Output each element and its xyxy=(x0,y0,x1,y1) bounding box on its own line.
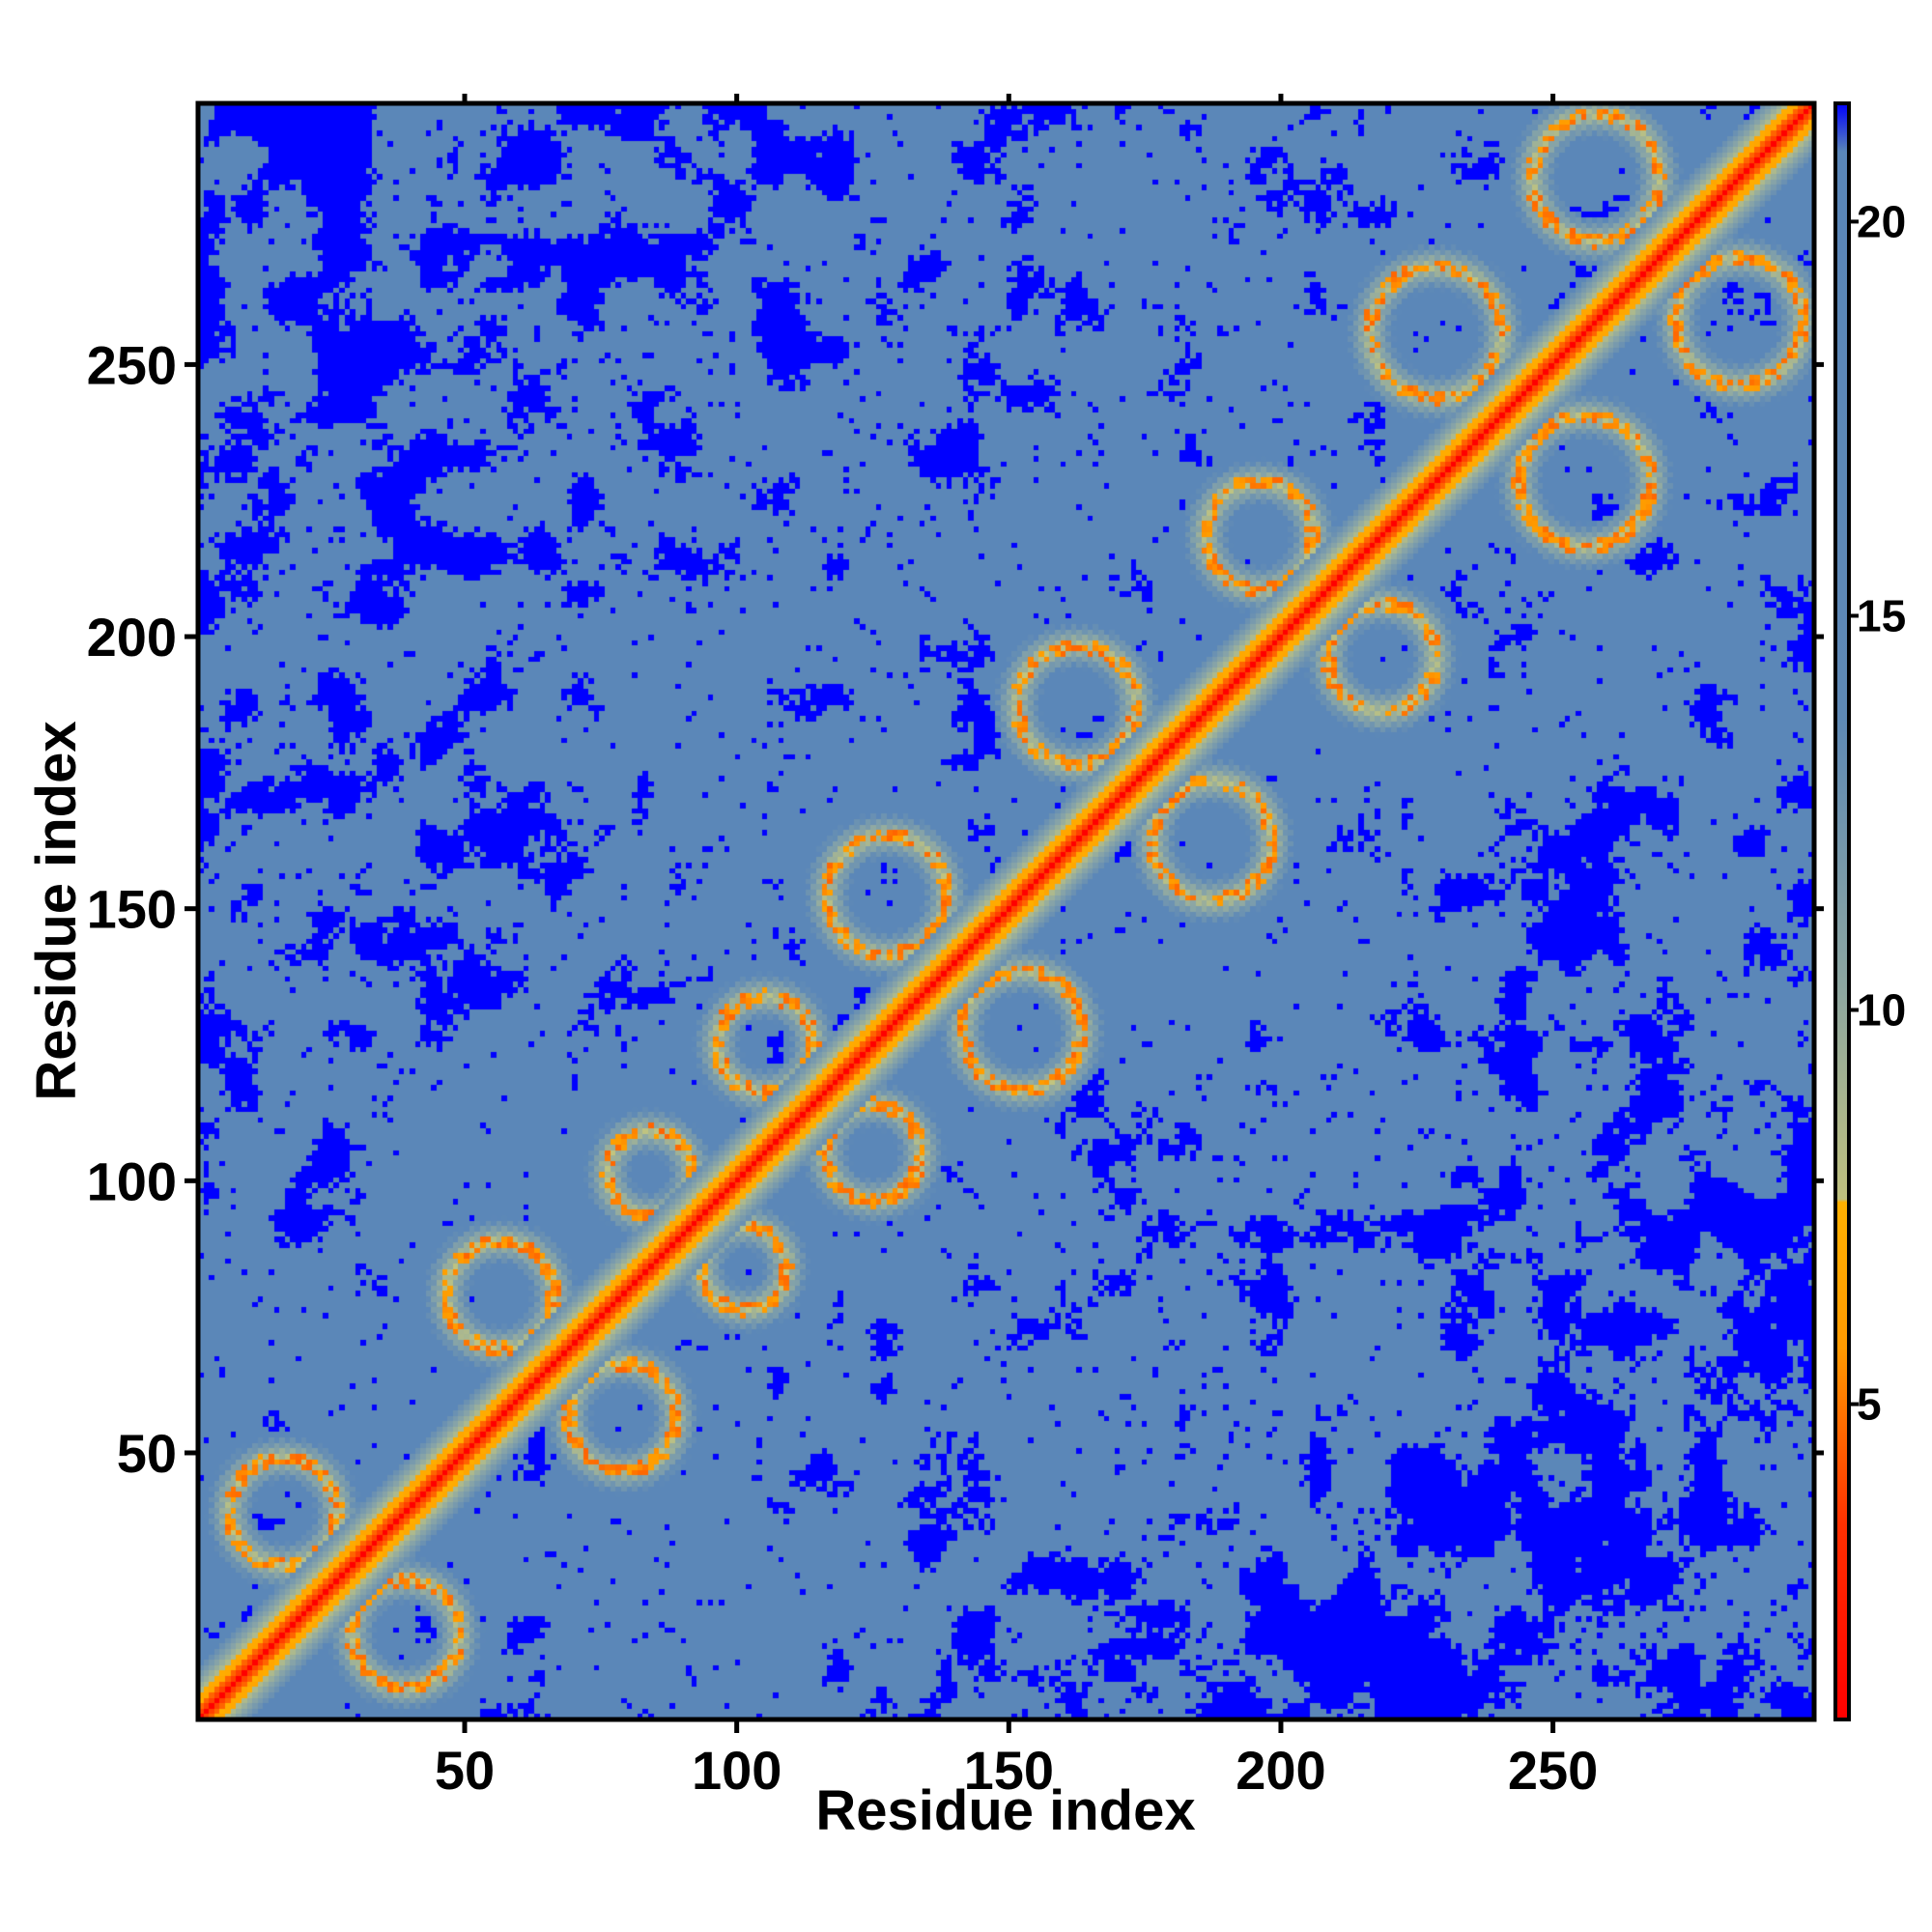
right-axis-ticks xyxy=(1814,361,1824,1456)
colorbar-tick-label: 20 xyxy=(1857,196,1906,246)
y-tick-label: 150 xyxy=(87,879,177,940)
x-tick-label: 150 xyxy=(964,1740,1054,1801)
colorbar-tick-label: 10 xyxy=(1857,985,1906,1036)
x-tick-label: 250 xyxy=(1508,1740,1598,1801)
colorbar-ticks: 5 10 15 20 xyxy=(1849,196,1906,1430)
colorbar-tick-label: 15 xyxy=(1857,590,1906,640)
y-tick-label: 250 xyxy=(87,334,177,395)
top-axis-ticks xyxy=(462,94,1556,103)
x-axis-ticks: 50 100 150 200 250 xyxy=(435,1719,1598,1801)
colorbar xyxy=(1833,101,1851,1721)
heatmap-matrix xyxy=(198,103,1814,1719)
y-axis-ticks: 50 100 150 200 250 xyxy=(87,334,198,1484)
x-axis-title: Residue index xyxy=(815,1779,1195,1842)
plot-frame xyxy=(195,100,1817,1722)
x-tick-label: 200 xyxy=(1236,1740,1325,1801)
colorbar-tick-label: 5 xyxy=(1857,1379,1882,1430)
y-tick-label: 200 xyxy=(87,607,177,668)
y-tick-label: 50 xyxy=(117,1423,177,1484)
y-axis-title: Residue index xyxy=(25,721,88,1100)
y-tick-label: 100 xyxy=(87,1151,177,1211)
x-tick-label: 50 xyxy=(435,1740,495,1801)
x-tick-label: 100 xyxy=(692,1740,781,1801)
